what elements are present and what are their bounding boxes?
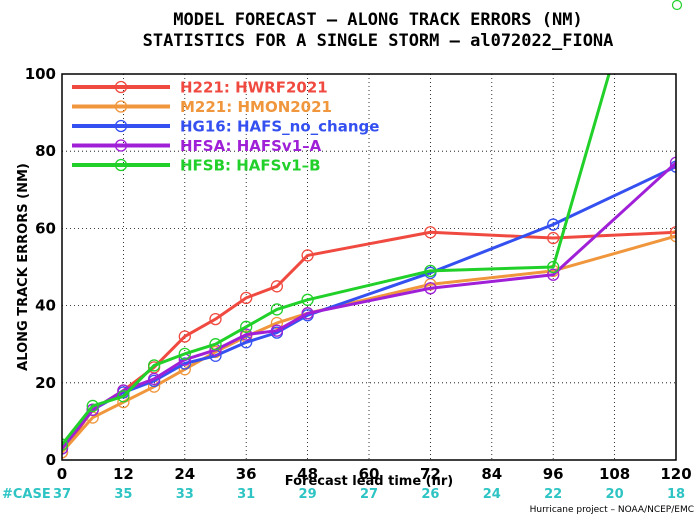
series-0-point — [547, 231, 560, 245]
legend-marker-4 — [114, 158, 128, 172]
y-tick-label: 80 — [35, 142, 56, 160]
x-tick-label: 60 — [359, 465, 380, 483]
series-4-point — [86, 399, 99, 413]
y-tick-label: 20 — [35, 374, 56, 392]
case-counts: 37 35 33 31 29 27 26 24 22 20 18 — [53, 487, 685, 502]
case-count: 27 — [360, 487, 378, 502]
case-count: 22 — [544, 487, 562, 502]
case-count: 29 — [299, 487, 317, 502]
legend-label-1: M221: HMON2021 — [180, 98, 332, 116]
chart-title-line2: STATISTICS FOR A SINGLE STORM – al072022… — [143, 31, 614, 51]
case-count: 33 — [176, 487, 194, 502]
offscale-marker-icon — [671, 0, 683, 11]
series-3-point — [147, 372, 161, 386]
x-axis-label: Forecast lead time (hr) — [285, 474, 453, 489]
legend-marker-0 — [114, 80, 128, 94]
case-count: 35 — [114, 487, 132, 502]
series-4-point — [270, 303, 284, 316]
legend-marker-2 — [114, 119, 128, 133]
series-2-point — [240, 336, 253, 349]
series-4-point — [209, 338, 222, 351]
case-label: #CASE — [2, 487, 51, 502]
case-count: 26 — [421, 487, 439, 502]
x-tick-label: 24 — [174, 465, 195, 483]
series-4-point — [240, 320, 253, 333]
legend-marker-3 — [114, 139, 128, 152]
series-2-point — [547, 218, 560, 231]
series-line-1 — [62, 234, 676, 454]
series-3-point — [240, 328, 253, 341]
series-0-point — [301, 249, 314, 262]
series-4-point — [117, 390, 130, 403]
legend-label-3: HFSA: HAFSv1–A — [180, 137, 322, 155]
series-3-point — [270, 324, 284, 337]
x-tick-label: 0 — [57, 465, 67, 483]
series-3-point — [424, 282, 437, 295]
series-4-point — [547, 260, 560, 274]
series-0-point — [424, 226, 437, 239]
series-4-point — [424, 264, 437, 278]
case-count: 31 — [237, 487, 255, 502]
legend-marker-1 — [114, 100, 128, 113]
case-count: 18 — [667, 487, 685, 502]
y-tick-label: 100 — [25, 65, 56, 83]
series-0-point — [669, 226, 676, 239]
series-3-point — [547, 268, 560, 281]
x-tick-label: 48 — [297, 465, 318, 483]
y-tick-label: 0 — [46, 451, 56, 469]
series-1-point — [669, 229, 676, 243]
series-3-point — [62, 442, 69, 455]
series-0-point — [270, 280, 284, 293]
series-1-point — [270, 316, 284, 330]
series-0-point — [178, 330, 191, 343]
y-tick-label: 60 — [35, 219, 56, 237]
x-tick-labels: 0 12 24 36 48 60 72 84 96 108 120 — [57, 465, 692, 483]
chart-title-line1: MODEL FORECAST – ALONG TRACK ERRORS (NM) — [173, 10, 582, 30]
series-4-point — [147, 359, 161, 372]
series-4-point — [301, 293, 314, 306]
series-1-point — [62, 446, 69, 459]
x-tick-label: 36 — [236, 465, 257, 483]
y-tick-labels: 0 20 40 60 80 100 — [25, 65, 56, 469]
series-3-point — [86, 403, 99, 416]
legend-label-0: H221: HWRF2021 — [180, 79, 328, 97]
legend-label-2: HG16: HAFS_no_change — [180, 118, 379, 136]
series-0-point — [209, 312, 222, 326]
credit-text: Hurricane project – NOAA/NCEP/EMC — [530, 505, 694, 515]
series-3-point — [669, 156, 676, 169]
series-layer — [62, 74, 676, 459]
series-3-point — [301, 307, 314, 320]
series-4-point — [62, 438, 69, 451]
plot-frame — [61, 73, 677, 461]
case-count: 24 — [483, 487, 501, 502]
x-tick-label: 72 — [420, 465, 441, 483]
series-4-point — [178, 347, 191, 361]
x-tick-label: 108 — [599, 465, 630, 483]
case-count: 20 — [606, 487, 624, 502]
x-tick-label: 12 — [113, 465, 134, 483]
x-tick-label: 96 — [543, 465, 564, 483]
y-axis-label: ALONG TRACK ERRORS (NM) — [16, 163, 31, 371]
case-count: 37 — [53, 487, 71, 502]
x-tick-label: 120 — [660, 465, 691, 483]
x-tick-label: 84 — [481, 465, 502, 483]
y-tick-label: 40 — [35, 297, 56, 315]
series-0-point — [240, 291, 253, 305]
legend-label-4: HFSB: HAFSv1–B — [180, 157, 321, 175]
